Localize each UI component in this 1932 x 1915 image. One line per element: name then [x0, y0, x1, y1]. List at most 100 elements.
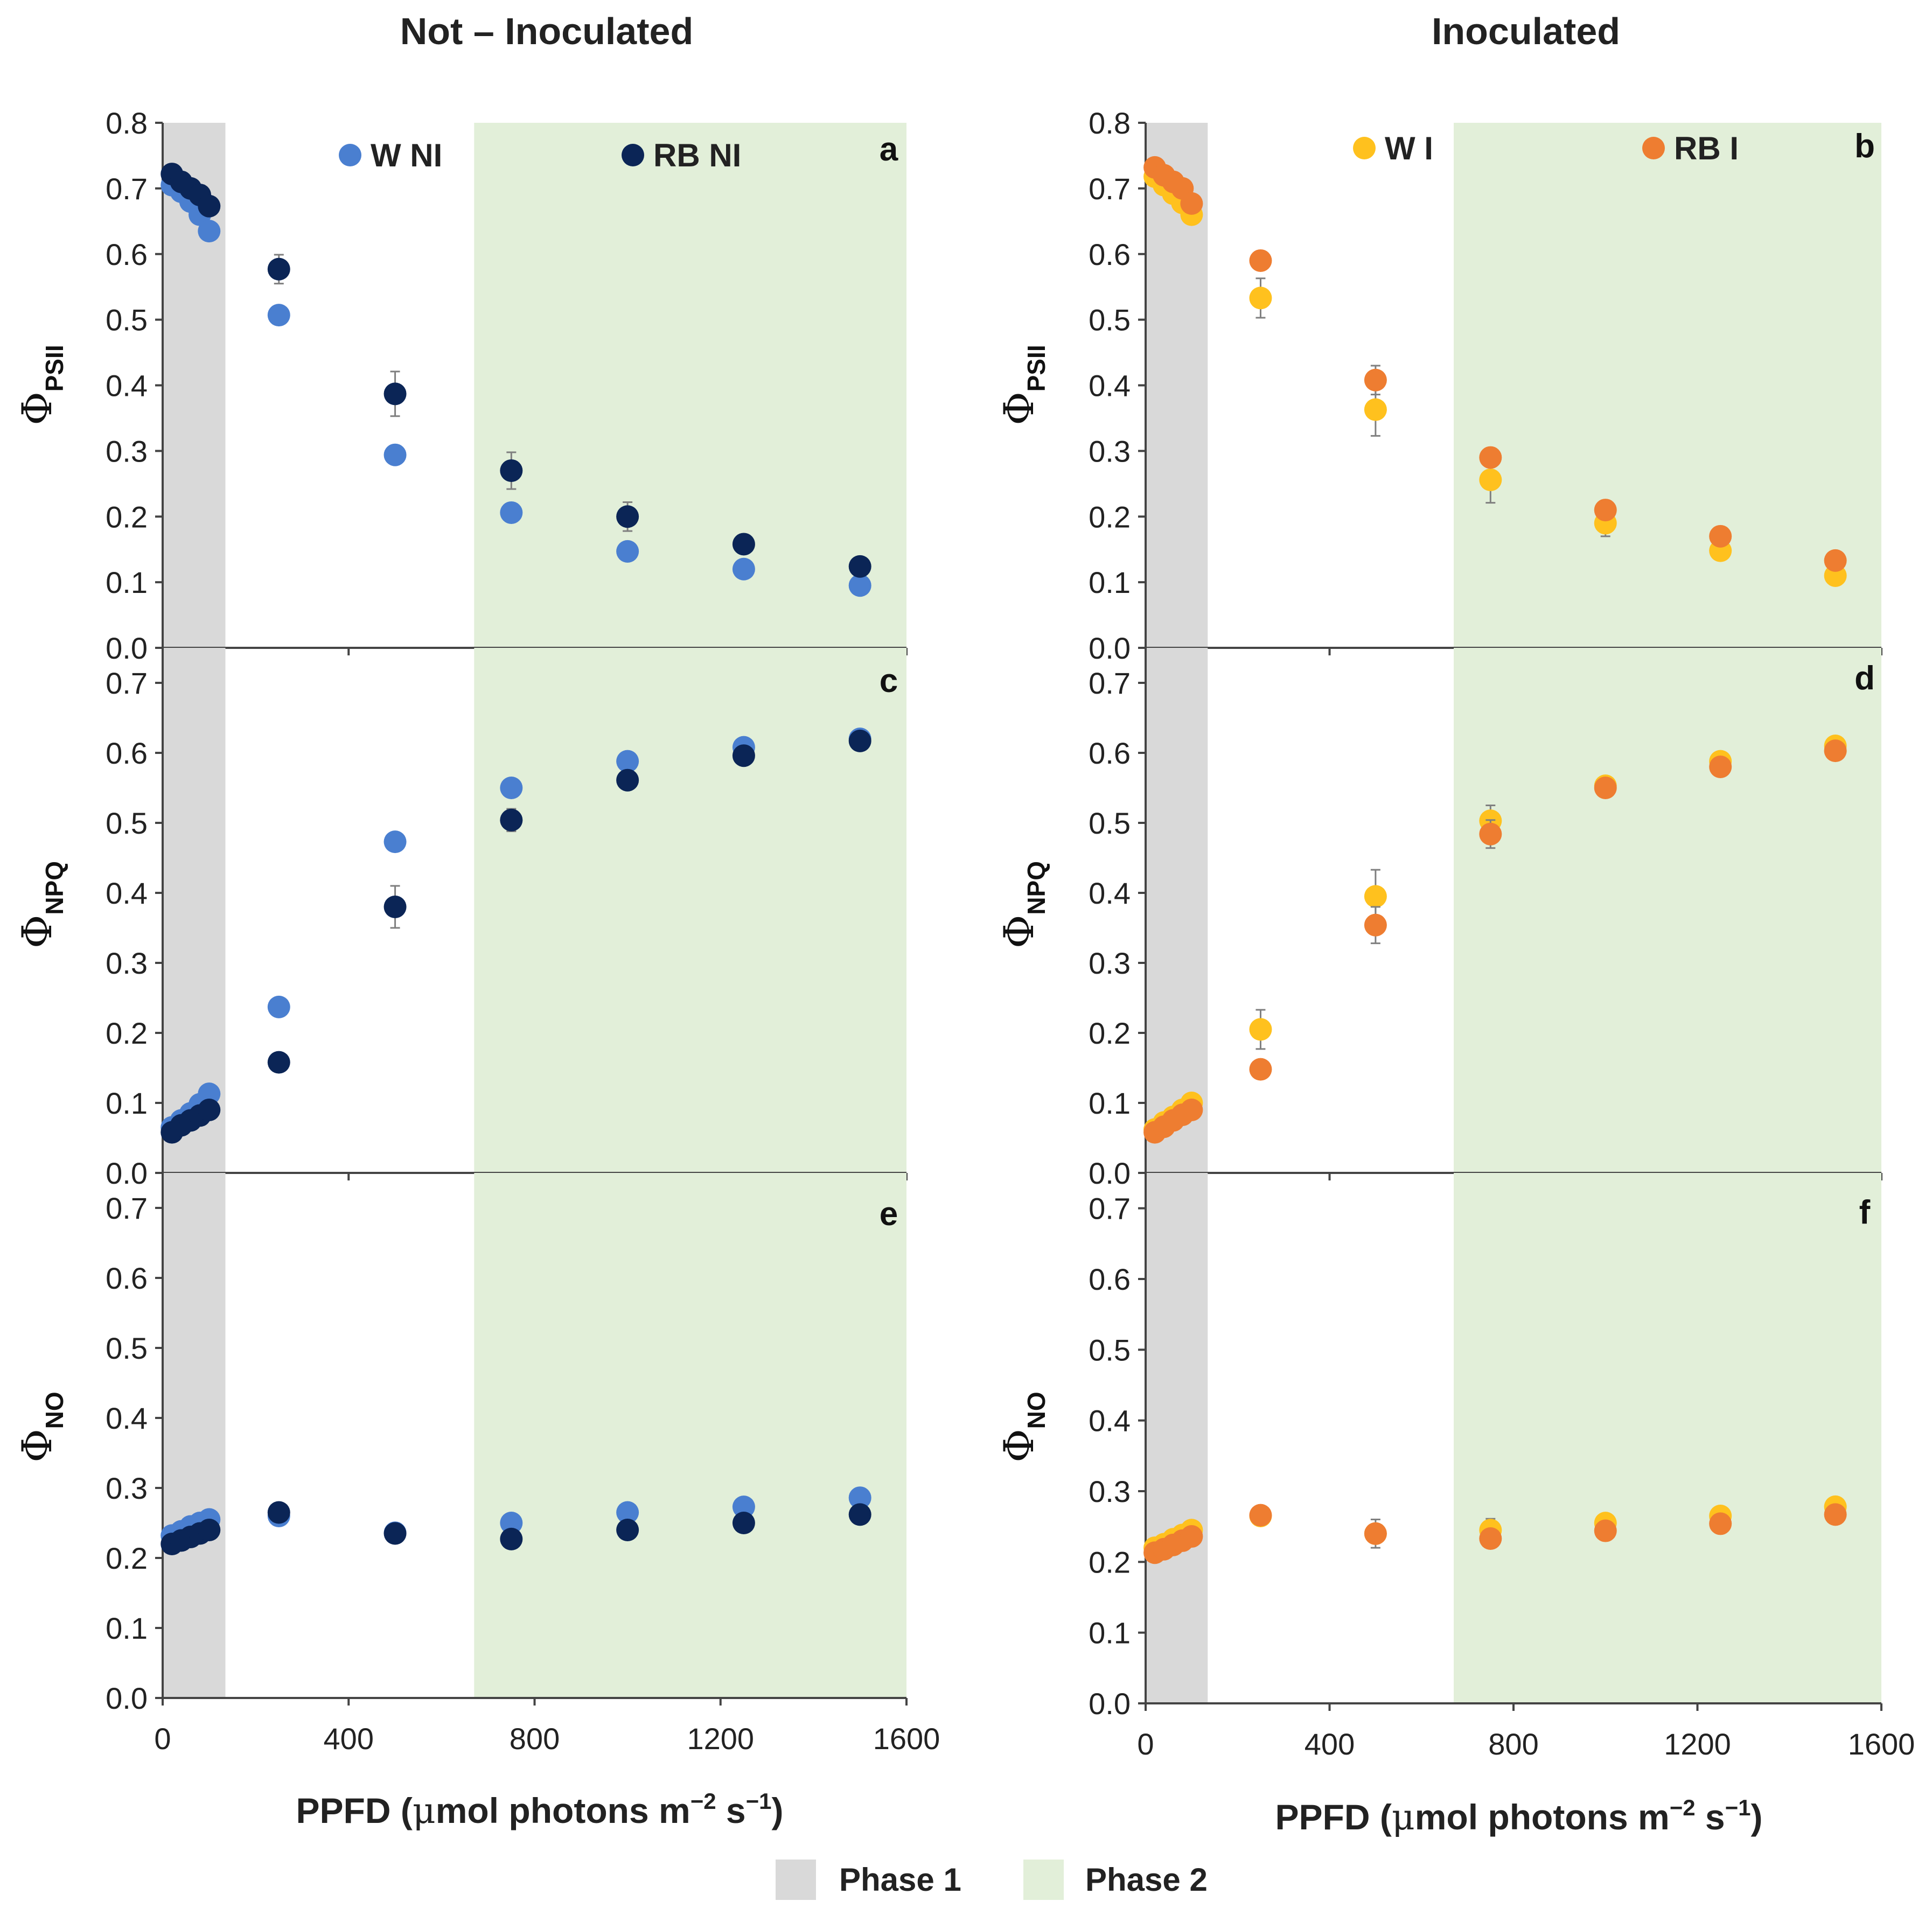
series-rb-ni	[161, 163, 871, 578]
panel-b: 0.0 0.1 0.2 0.3 0.4 0.5 0.6 0.7 0.8 ΦPSII b W I RB I	[995, 106, 1882, 665]
data-point	[1709, 756, 1732, 778]
y-tick-label: 0.5	[1089, 1333, 1131, 1367]
data-point	[198, 220, 221, 243]
data-point	[616, 1519, 639, 1541]
y-tick-label: 0.7	[1089, 172, 1131, 206]
data-point	[267, 1051, 290, 1074]
y-tick-label: 0.0	[1089, 1156, 1131, 1190]
y-tick-label: 0.7	[1089, 1192, 1131, 1226]
phase-1-swatch	[776, 1860, 816, 1900]
x-axis-label-right: PPFD (μmol photons m−2 s−1)	[1275, 1795, 1762, 1838]
data-point	[198, 1082, 221, 1106]
data-point	[1594, 777, 1617, 799]
legend-marker	[622, 144, 644, 166]
data-point	[1824, 549, 1847, 572]
y-tick-label: 0.1	[106, 1086, 148, 1120]
phase-2-swatch	[1023, 1860, 1064, 1900]
data-point	[1824, 1503, 1847, 1526]
y-tick-label: 0.4	[106, 1401, 148, 1435]
data-point	[267, 257, 290, 281]
y-tick-label: 0.5	[1089, 806, 1131, 840]
data-point	[383, 830, 407, 854]
y-tick-label: 0.2	[106, 500, 148, 534]
data-point	[1364, 1522, 1387, 1545]
data-point	[1364, 885, 1387, 908]
data-point	[848, 574, 871, 597]
data-point	[500, 808, 523, 831]
y-tick-label: 0.2	[106, 1016, 148, 1050]
legend-label: RB I	[1674, 130, 1739, 166]
y-tick-label: 0.3	[1089, 946, 1131, 980]
data-point	[616, 768, 639, 792]
y-tick-label: 0.4	[1089, 1404, 1131, 1438]
panel-letter: c	[880, 662, 898, 700]
data-point	[198, 1099, 221, 1121]
y-axis-label-subscript: NPQ	[40, 861, 68, 915]
phase-2-band	[474, 648, 906, 1173]
y-tick-label: 0.2	[106, 1541, 148, 1575]
data-point	[848, 729, 871, 752]
data-point	[1249, 1058, 1272, 1081]
legend-marker	[339, 144, 361, 166]
data-point	[383, 1522, 407, 1545]
y-axis-label: ΦPSII	[13, 345, 68, 425]
y-axis-label: ΦPSII	[995, 345, 1050, 425]
phase-legend: Phase 1 Phase 2	[776, 1860, 1208, 1900]
x-tick-label: 0	[1137, 1727, 1154, 1761]
legend-marker	[1353, 137, 1376, 159]
column-title-right: Inoculated	[1432, 10, 1620, 52]
data-point	[198, 194, 221, 218]
y-tick-label: 0.1	[106, 1611, 148, 1645]
data-point	[848, 1486, 871, 1509]
phase-1-band	[163, 1173, 226, 1698]
data-point	[1594, 499, 1617, 522]
data-point	[383, 443, 407, 466]
y-axis-label: ΦNPQ	[13, 861, 68, 948]
data-point	[616, 505, 639, 528]
phase-2-band	[474, 1173, 906, 1698]
data-point	[848, 555, 871, 578]
y-tick-label: 0.0	[106, 1681, 148, 1715]
y-tick-label: 0.0	[1089, 1687, 1131, 1721]
y-tick-label: 0.6	[106, 237, 148, 271]
data-point	[267, 304, 290, 327]
panel-f: 0.0 0.1 0.2 0.3 0.4 0.5 0.6 0.7 0 400 800 1200 1600 Φ…	[995, 1173, 1915, 1761]
y-tick-label: 0.3	[1089, 1474, 1131, 1508]
x-axis-label-left: PPFD (μmol photons m−2 s−1)	[296, 1788, 783, 1832]
data-point	[616, 540, 639, 563]
data-point	[500, 501, 523, 524]
y-axis-label-subscript: NPQ	[1022, 861, 1050, 915]
data-point	[198, 1519, 221, 1541]
y-tick-label: 0.6	[1089, 736, 1131, 770]
data-point	[1249, 249, 1272, 272]
data-point	[1180, 1525, 1203, 1548]
phase-2-band	[1454, 1173, 1881, 1703]
y-axis-label-symbol: Φ	[13, 1429, 61, 1462]
x-tick-label: 1600	[1848, 1727, 1915, 1761]
panel-letter: a	[880, 131, 898, 168]
y-tick-label: 0.2	[1089, 1545, 1131, 1579]
data-point	[1364, 398, 1387, 421]
data-point	[1249, 1018, 1272, 1041]
y-tick-label: 0.3	[106, 434, 148, 468]
legend-label: W I	[1385, 130, 1433, 166]
data-point	[1180, 192, 1203, 215]
series-rb-i	[1143, 156, 1847, 572]
phase-1-band	[1146, 1173, 1208, 1703]
panel-letter: f	[1859, 1194, 1871, 1231]
y-axis-label-symbol: Φ	[13, 915, 61, 948]
data-point	[1364, 368, 1387, 392]
series-rb-ni	[161, 1501, 871, 1555]
series-rb-i	[1143, 1503, 1847, 1564]
legend-marker	[1642, 137, 1665, 159]
data-point	[500, 777, 523, 799]
y-tick-label: 0.5	[106, 806, 148, 840]
data-point	[1479, 1527, 1502, 1550]
y-tick-label: 0.3	[1089, 434, 1131, 468]
y-tick-label: 0.7	[106, 172, 148, 206]
y-axis-label: ΦNPQ	[995, 861, 1050, 948]
legend-label: W NI	[371, 137, 442, 173]
y-axis-label-subscript: PSII	[40, 345, 68, 392]
